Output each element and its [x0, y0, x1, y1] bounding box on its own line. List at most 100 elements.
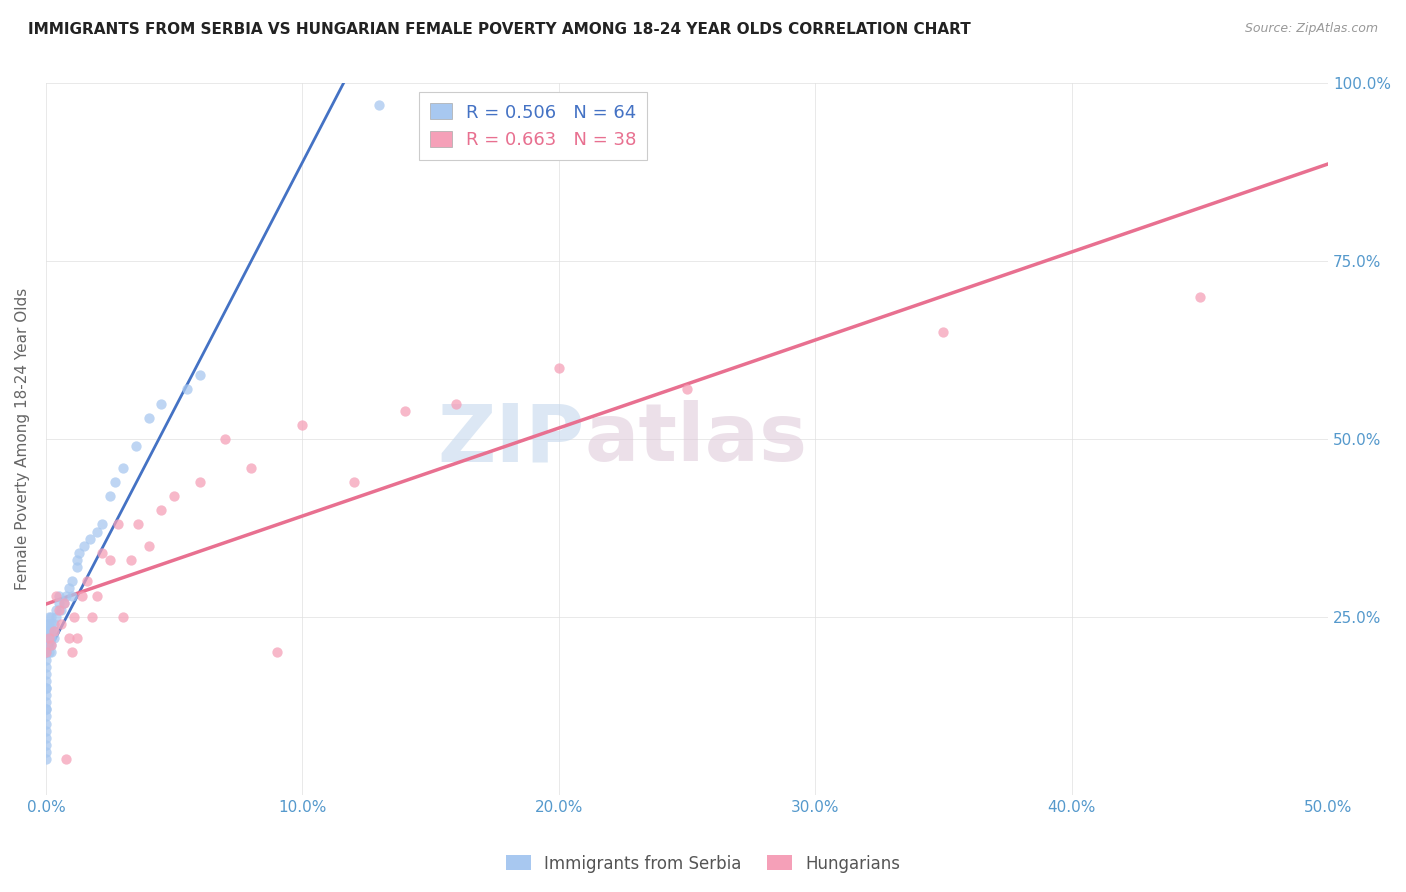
Point: [35, 745, 58, 759]
Point: [98, 553, 121, 567]
Point: [60, 645, 83, 659]
Point: [291, 417, 314, 432]
Point: [188, 475, 211, 489]
Point: [188, 368, 211, 382]
Point: [1188, 290, 1211, 304]
Point: [39, 624, 62, 639]
Point: [48, 589, 70, 603]
Point: [35, 716, 58, 731]
Text: atlas: atlas: [585, 401, 807, 478]
Point: [35, 731, 58, 745]
Point: [111, 610, 134, 624]
Point: [45, 603, 67, 617]
Point: [35, 695, 58, 709]
Point: [35, 659, 58, 673]
Point: [55, 752, 77, 766]
Point: [676, 382, 699, 396]
Point: [240, 460, 263, 475]
Y-axis label: Female Poverty Among 18-24 Year Olds: Female Poverty Among 18-24 Year Olds: [15, 288, 30, 591]
Point: [547, 360, 569, 375]
Point: [35, 709, 58, 723]
Point: [138, 539, 160, 553]
Point: [51, 617, 73, 632]
Point: [58, 631, 80, 645]
Point: [150, 503, 173, 517]
Point: [39, 638, 62, 652]
Point: [368, 97, 391, 112]
Point: [35, 617, 58, 632]
Point: [66, 553, 89, 567]
Point: [35, 652, 58, 666]
Text: IMMIGRANTS FROM SERBIA VS HUNGARIAN FEMALE POVERTY AMONG 18-24 YEAR OLDS CORRELA: IMMIGRANTS FROM SERBIA VS HUNGARIAN FEMA…: [28, 22, 972, 37]
Point: [35, 645, 58, 659]
Point: [163, 489, 186, 503]
Point: [35, 645, 58, 659]
Point: [38, 645, 60, 659]
Point: [58, 582, 80, 596]
Point: [91, 546, 114, 560]
Point: [66, 631, 89, 645]
Point: [38, 631, 60, 645]
Point: [214, 432, 236, 446]
Point: [39, 610, 62, 624]
Point: [343, 475, 366, 489]
Point: [48, 603, 70, 617]
Point: [35, 673, 58, 688]
Point: [42, 624, 65, 639]
Point: [107, 517, 129, 532]
Point: [446, 396, 468, 410]
Point: [35, 702, 58, 716]
Point: [138, 410, 160, 425]
Point: [120, 553, 142, 567]
Point: [52, 596, 75, 610]
Point: [35, 631, 58, 645]
Text: Source: ZipAtlas.com: Source: ZipAtlas.com: [1244, 22, 1378, 36]
Point: [35, 738, 58, 752]
Point: [38, 624, 60, 639]
Point: [73, 539, 96, 553]
Point: [55, 589, 77, 603]
Point: [35, 681, 58, 695]
Point: [150, 396, 173, 410]
Point: [35, 681, 58, 695]
Point: [35, 624, 58, 639]
Point: [104, 475, 127, 489]
Point: [394, 403, 416, 417]
Point: [35, 723, 58, 738]
Point: [42, 617, 65, 632]
Point: [48, 596, 70, 610]
Point: [111, 460, 134, 475]
Point: [86, 524, 108, 539]
Point: [70, 589, 93, 603]
Point: [66, 560, 89, 574]
Point: [82, 610, 104, 624]
Point: [176, 382, 198, 396]
Point: [35, 752, 58, 766]
Text: ZIP: ZIP: [437, 401, 585, 478]
Point: [91, 517, 114, 532]
Point: [125, 439, 148, 453]
Point: [76, 574, 98, 589]
Point: [35, 702, 58, 716]
Point: [38, 617, 60, 632]
Legend: Immigrants from Serbia, Hungarians: Immigrants from Serbia, Hungarians: [499, 848, 907, 880]
Point: [79, 532, 101, 546]
Point: [39, 631, 62, 645]
Point: [266, 645, 288, 659]
Point: [932, 326, 955, 340]
Point: [60, 574, 83, 589]
Point: [45, 610, 67, 624]
Point: [60, 589, 83, 603]
Point: [86, 589, 108, 603]
Point: [38, 638, 60, 652]
Point: [52, 596, 75, 610]
Point: [35, 638, 58, 652]
Point: [35, 666, 58, 681]
Point: [98, 489, 121, 503]
Point: [67, 546, 90, 560]
Point: [42, 624, 65, 639]
Point: [35, 688, 58, 702]
Point: [39, 645, 62, 659]
Point: [39, 617, 62, 632]
Point: [45, 589, 67, 603]
